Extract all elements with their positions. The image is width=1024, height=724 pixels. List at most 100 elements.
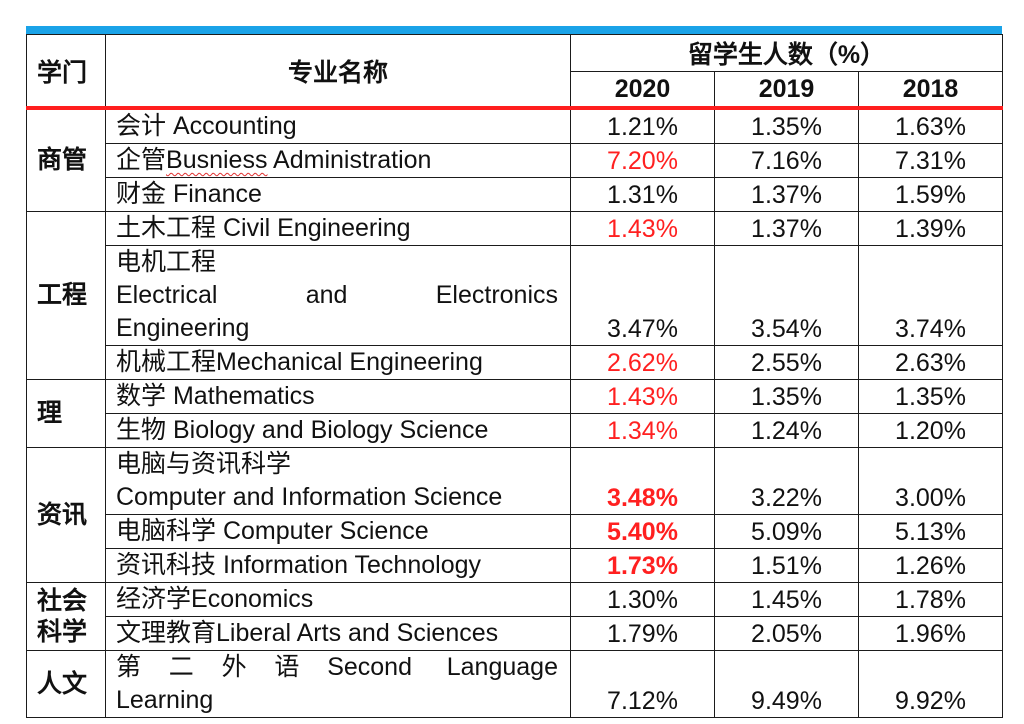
share-value: 2.55% (751, 349, 822, 377)
value-cell-2018: 1.78% (858, 582, 1003, 617)
share-value: 3.00% (895, 484, 966, 512)
major-name-en: Civil Engineering (222, 214, 411, 242)
value-cell-2018: 9.92% (858, 650, 1003, 718)
year-header-2019: 2019 (714, 71, 859, 110)
major-cell: 数学 Mathematics (105, 379, 571, 414)
value-cell-2018: 1.96% (858, 616, 1003, 651)
value-cell-2019: 5.09% (714, 514, 859, 549)
major-name-en: Economics (191, 585, 314, 613)
value-cell-2018: 1.39% (858, 211, 1003, 246)
major-name-en: Mathematics (172, 382, 315, 410)
share-value: 1.96% (895, 620, 966, 648)
share-value: 3.22% (751, 484, 822, 512)
value-cell-2019: 1.45% (714, 582, 859, 617)
major-name-zh: 企管 (116, 146, 167, 174)
table-row: 文理教育Liberal Arts and Sciences 1.79% 2.05% 1… (27, 616, 1003, 651)
value-cell-2018: 7.31% (858, 143, 1003, 178)
major-name-en-word: Language (446, 653, 558, 681)
major-name-line: 会计 Accounting (116, 110, 558, 143)
value-cell-2019: 7.16% (714, 143, 859, 178)
share-value: 3.54% (751, 315, 822, 343)
major-name-en-misspelled: Busniess (166, 146, 268, 174)
major-name-line: 生物 Biology and Biology Science (116, 414, 558, 447)
value-cell-2020: 1.43% (570, 211, 715, 246)
value-cell-2019: 2.55% (714, 345, 859, 380)
major-cell: 电机工程 Electrical and Electronics Engineerin… (105, 245, 571, 346)
table-row: 生物 Biology and Biology Science 1.34% 1.24%… (27, 413, 1003, 448)
discipline-label-line: 社会 (37, 586, 88, 615)
major-name-zh: 生物 (116, 416, 167, 444)
share-value: 1.20% (895, 417, 966, 445)
value-cell-2019: 2.05% (714, 616, 859, 651)
major-name-en-word: Second (327, 653, 412, 681)
major-name-zh: 文理教育 (116, 619, 217, 647)
major-name-en-word: Electrical (116, 281, 218, 309)
major-name-zh: 会计 (116, 112, 167, 140)
share-value: 1.31% (607, 181, 678, 209)
value-cell-2019: 1.51% (714, 548, 859, 583)
discipline-cell: 资讯 (26, 447, 106, 583)
discipline-cell: 社会 科学 (26, 582, 106, 651)
discipline-cell: 工程 (26, 211, 106, 380)
major-name-line: 财金 Finance (116, 178, 558, 211)
major-name-line: 资讯科技 Information Technology (116, 549, 558, 582)
major-name-line: 电脑科学 Computer Science (116, 515, 558, 548)
major-cell: 第二外语Second Language Learning (105, 650, 571, 718)
share-value: 9.92% (895, 687, 966, 715)
major-name-line: 土木工程 Civil Engineering (116, 212, 558, 245)
major-name-en: Mechanical Engineering (216, 348, 483, 376)
table-row: 电机工程 Electrical and Electronics Engineerin… (27, 245, 1003, 346)
major-name-line: 文理教育Liberal Arts and Sciences (116, 617, 558, 650)
major-cell: 企管Busniess Administration (105, 143, 571, 178)
table-row: 人文 第二外语Second Language Learning 7.12% 9.49% 9… (26, 650, 1003, 718)
value-cell-2018: 1.26% (858, 548, 1003, 583)
major-name-en-word: Electronics (435, 281, 558, 309)
share-value: 7.31% (895, 147, 966, 175)
major-cell: 电脑科学 Computer Science (105, 514, 571, 549)
value-cell-2018: 5.13% (858, 514, 1003, 549)
share-value: 2.63% (895, 349, 966, 377)
major-name-zh-text: 第二外语 (116, 653, 328, 681)
major-cell: 资讯科技 Information Technology (105, 548, 571, 583)
major-name-en: Liberal Arts and Sciences (216, 619, 499, 647)
major-name-zh: 电脑科学 (116, 517, 217, 545)
value-cell-2020: 1.21% (570, 107, 715, 144)
discipline-header: 学门 (26, 34, 106, 110)
share-value: 1.78% (895, 586, 966, 614)
major-name-zh: 电脑与资讯科学 (116, 450, 292, 478)
major-name-en: Accounting (172, 112, 297, 140)
share-value: 3.74% (895, 315, 966, 343)
share-value: 1.35% (751, 383, 822, 411)
share-value: 1.73% (607, 552, 678, 580)
discipline-cell: 理 (26, 379, 106, 448)
value-cell-2020: 2.62% (570, 345, 715, 380)
share-value: 7.20% (607, 147, 678, 175)
value-cell-2019: 1.37% (714, 211, 859, 246)
table-row: 工程 土木工程 Civil Engineering 1.43% 1.37% 1.39% (26, 211, 1003, 380)
share-value: 1.34% (607, 417, 678, 445)
major-cell: 电脑与资讯科学 Computer and Information Science (105, 447, 571, 515)
year-header-2020: 2020 (570, 71, 715, 110)
share-value: 9.49% (751, 687, 822, 715)
value-cell-2018: 3.00% (858, 447, 1003, 515)
share-value: 1.43% (607, 383, 678, 411)
table-row: 企管Busniess Administration 7.20% 7.16% 7.31% (27, 143, 1003, 178)
value-cell-2019: 1.35% (714, 107, 859, 144)
major-name-zh: 电机工程 (116, 248, 217, 276)
major-name-en: Biology and Biology Science (172, 416, 489, 444)
share-value: 7.12% (607, 687, 678, 715)
major-name-zh: 数学 (116, 382, 167, 410)
major-name-line: 数学 Mathematics (116, 380, 558, 413)
major-name-zh: 机械工程 (116, 348, 217, 376)
value-cell-2020: 7.12% (570, 650, 715, 718)
table-row: 理数学 Mathematics 1.43% 1.35% 1.35% (26, 379, 1003, 448)
major-cell: 会计 Accounting (105, 107, 571, 144)
share-value: 1.24% (751, 417, 822, 445)
share-value: 1.37% (751, 181, 822, 209)
share-value: 1.43% (607, 215, 678, 243)
major-cell: 文理教育Liberal Arts and Sciences (105, 616, 571, 651)
share-value: 1.35% (895, 383, 966, 411)
share-value: 3.48% (607, 484, 678, 512)
table-row: 资讯 电脑与资讯科学 Computer and Information Scienc… (26, 447, 1003, 583)
table-row: 电脑科学 Computer Science 5.40% 5.09% 5.13% (27, 514, 1003, 549)
